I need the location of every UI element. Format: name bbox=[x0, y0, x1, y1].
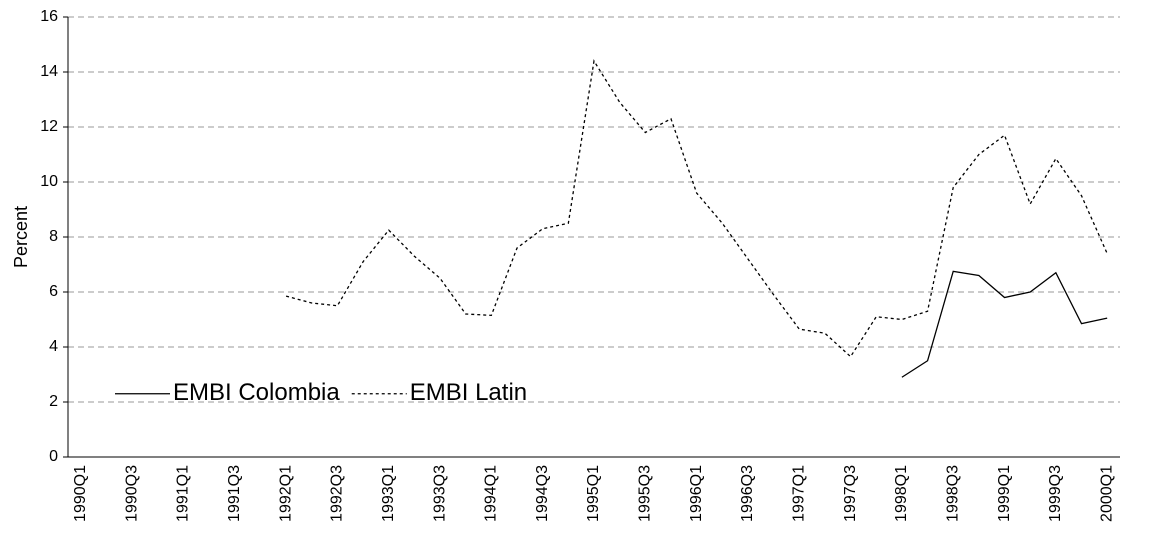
x-tick-label: 1995Q1 bbox=[585, 465, 602, 522]
x-tick-label: 1991Q1 bbox=[175, 465, 192, 522]
x-tick-label: 1994Q3 bbox=[534, 465, 551, 522]
x-tick-label: 1992Q3 bbox=[329, 465, 346, 522]
x-tick-label: 1990Q3 bbox=[123, 465, 140, 522]
x-tick-label: 1998Q1 bbox=[893, 465, 910, 522]
x-tick-label: 1997Q3 bbox=[842, 465, 859, 522]
x-tick-label: 1996Q1 bbox=[688, 465, 705, 522]
y-tick-label: 16 bbox=[40, 8, 58, 25]
y-tick-label: 14 bbox=[40, 63, 58, 80]
y-tick-label: 8 bbox=[49, 228, 58, 245]
series-line bbox=[901, 270, 1108, 378]
x-tick-label: 1999Q3 bbox=[1047, 465, 1064, 522]
y-tick-label: 2 bbox=[49, 393, 58, 410]
x-tick-label: 1998Q3 bbox=[944, 465, 961, 522]
x-tick-label: 1997Q1 bbox=[790, 465, 807, 522]
x-tick-label: 1990Q1 bbox=[72, 465, 89, 522]
y-tick-label: 4 bbox=[49, 338, 58, 355]
x-tick-label: 1994Q1 bbox=[483, 465, 500, 522]
x-tick-label: 1993Q3 bbox=[431, 465, 448, 522]
x-tick-label: 1991Q3 bbox=[226, 465, 243, 522]
x-tick-label: 1992Q1 bbox=[277, 465, 294, 522]
x-tick-label: 1999Q1 bbox=[996, 465, 1013, 522]
legend-label: EMBI Colombia bbox=[173, 379, 340, 406]
x-tick-label: 1993Q1 bbox=[380, 465, 397, 522]
y-tick-label: 6 bbox=[49, 283, 58, 300]
y-tick-label: 0 bbox=[49, 448, 58, 465]
y-axis-label: Percent bbox=[11, 206, 31, 268]
y-tick-label: 10 bbox=[40, 173, 58, 190]
x-tick-label: 2000Q1 bbox=[1098, 465, 1115, 522]
series-line bbox=[285, 59, 1108, 358]
legend-label: EMBI Latin bbox=[410, 379, 527, 406]
x-tick-label: 1996Q3 bbox=[739, 465, 756, 522]
y-tick-label: 12 bbox=[40, 118, 58, 135]
legend: EMBI Colombia EMBI Latin bbox=[115, 379, 527, 406]
x-tick-label: 1995Q3 bbox=[637, 465, 654, 522]
